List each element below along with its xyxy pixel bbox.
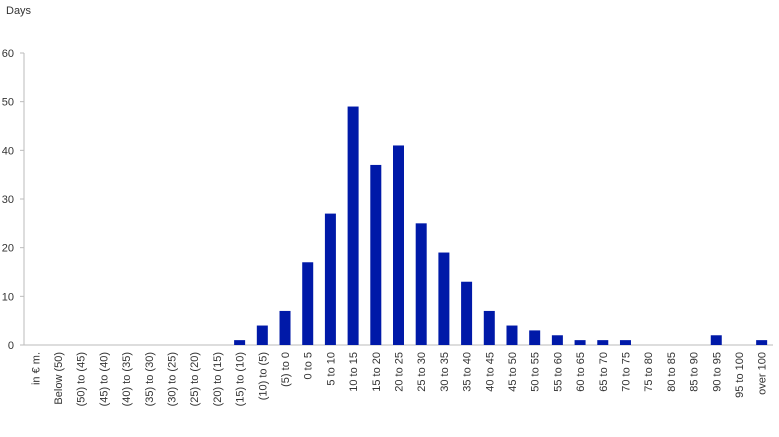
y-tick-label: 0 (8, 340, 14, 352)
x-tick-label: Below (50) (53, 352, 65, 405)
x-tick-label: 35 to 40 (462, 352, 474, 392)
bar (483, 310, 495, 345)
x-tick-label: (10) to (5) (257, 352, 269, 400)
bar (415, 223, 427, 345)
x-tick-label: 10 to 15 (348, 352, 360, 392)
bar (347, 106, 359, 346)
y-tick-label: 30 (2, 194, 14, 206)
bar (551, 335, 563, 345)
x-tick-label: 45 to 50 (507, 352, 519, 392)
y-tick-label: 20 (2, 243, 14, 255)
bar (279, 310, 291, 345)
x-tick-label: 50 to 55 (530, 352, 542, 392)
x-tick-label: in € m. (30, 352, 42, 385)
bar (461, 281, 473, 345)
x-tick-label: 30 to 35 (439, 352, 451, 392)
bar (619, 340, 631, 345)
x-tick-label: 90 to 95 (711, 352, 723, 392)
x-tick-label: (20) to (15) (212, 352, 224, 406)
y-tick-label: 40 (2, 145, 14, 157)
x-tick-label: 20 to 25 (394, 352, 406, 392)
x-tick-label: (15) to (10) (235, 352, 247, 406)
y-axis-label: Days (6, 5, 32, 17)
x-tick-label: (35) to (30) (144, 352, 156, 406)
bar (438, 252, 450, 345)
x-tick-label: (30) to (25) (167, 352, 179, 406)
x-tick-label: 55 to 60 (552, 352, 564, 392)
x-tick-label: (5) to 0 (280, 352, 292, 387)
x-tick-label: 15 to 20 (371, 352, 383, 392)
y-tick-label: 10 (2, 291, 14, 303)
x-tick-label: 80 to 85 (666, 352, 678, 392)
x-tick-label: 40 to 45 (484, 352, 496, 392)
bar (756, 340, 768, 345)
x-tick-label: (40) to (35) (121, 352, 133, 406)
x-tick-label: 75 to 80 (643, 352, 655, 392)
x-tick-label: 65 to 70 (598, 352, 610, 392)
bar (529, 330, 541, 345)
bar (506, 325, 518, 345)
bar (234, 340, 246, 345)
x-tick-label: 95 to 100 (734, 352, 746, 398)
x-tick-label: (25) to (20) (189, 352, 201, 406)
x-tick-label: 85 to 90 (689, 352, 701, 392)
x-tick-label: 0 to 5 (303, 352, 315, 380)
bar (302, 262, 314, 345)
bar (710, 335, 722, 345)
x-tick-label: 5 to 10 (325, 352, 337, 386)
bar (597, 340, 609, 345)
y-tick-label: 50 (2, 97, 14, 109)
bar (324, 213, 336, 345)
x-tick-label: (45) to (40) (98, 352, 110, 406)
bar (370, 164, 382, 345)
bar (574, 340, 586, 345)
y-tick-label: 60 (2, 48, 14, 60)
x-tick-label: 25 to 30 (416, 352, 428, 392)
bar (393, 145, 404, 345)
x-tick-label: 60 to 65 (575, 352, 587, 392)
x-tick-label: 70 to 75 (620, 352, 632, 392)
x-tick-label: (50) to (45) (76, 352, 88, 406)
bar (256, 325, 268, 345)
x-tick-label: over 100 (757, 352, 769, 395)
